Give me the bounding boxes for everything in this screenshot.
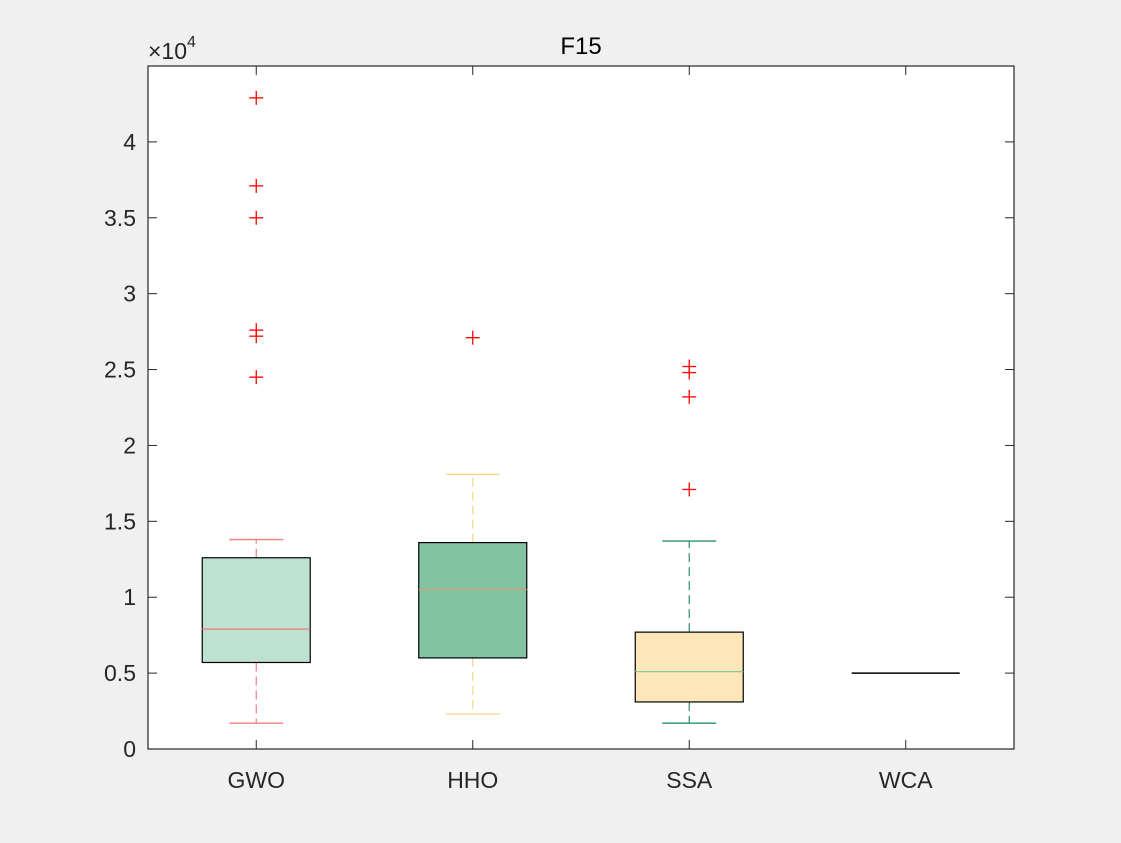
outlier-gwo-2 [249,210,264,225]
outlier-ssa-1 [682,365,697,380]
box-hho [418,541,528,659]
box-group-gwo [201,90,311,724]
outlier-hho-0 [465,330,480,345]
y-tick-label: 1.5 [104,508,136,534]
chart-title: F15 [560,33,601,60]
y-tick-label: 4 [123,129,136,155]
box-gwo [201,557,311,664]
outlier-gwo-4 [249,329,264,344]
exponent-power: 4 [187,34,196,51]
y-tick-label: 2 [123,432,136,458]
x-tick-label-gwo: GWO [228,767,286,793]
y-tick-label: 3.5 [104,205,136,231]
box-ssa [634,631,744,703]
outlier-gwo-0 [249,90,264,105]
y-tick-label: 3 [123,281,136,307]
y-tick-label: 1 [123,584,136,610]
box-group-ssa [634,359,744,724]
x-tick-label-ssa: SSA [666,767,713,793]
x-tick-label-wca: WCA [879,767,933,793]
exponent-base: ×10 [148,38,187,64]
y-tick-label: 0.5 [104,660,136,686]
axes-frame [147,65,1015,750]
outlier-ssa-3 [682,482,697,497]
y-tick-label: 0 [123,736,136,762]
outlier-ssa-2 [682,389,697,404]
outlier-gwo-1 [249,178,264,193]
outlier-gwo-5 [249,370,264,385]
x-tick-label-hho: HHO [447,767,498,793]
y-axis-exponent: ×104 [148,34,196,64]
y-tick-label: 2.5 [104,357,136,383]
box-group-hho [418,330,528,715]
